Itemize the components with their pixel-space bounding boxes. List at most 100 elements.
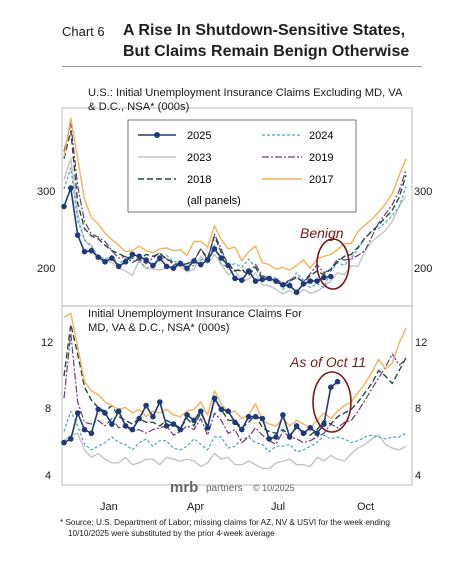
top-series-2025-point — [300, 281, 307, 287]
brand-logo: mrb — [170, 479, 198, 496]
brand-copyright: © 10/2025 — [253, 483, 295, 493]
footnote-line-1: * Source: U.S. Department of Labor; miss… — [60, 518, 390, 527]
top-series-2025-point — [266, 275, 273, 282]
chart-number: Chart 6 — [62, 24, 105, 39]
bottom-series-2025-point — [184, 412, 190, 418]
top-series-2025-point — [286, 282, 293, 289]
top-series-2025-point — [293, 289, 300, 296]
bottom-series-2023-line — [63, 432, 407, 470]
top-series-2025-point — [177, 260, 184, 267]
top-series-2025-point — [245, 268, 252, 274]
top-ytick-right-200: 200 — [414, 263, 432, 275]
bottom-series-2025-point — [198, 408, 204, 415]
top-series-2025-point — [74, 232, 81, 238]
bottom-series-2025-point — [245, 413, 252, 420]
top-series-2025-point — [163, 263, 170, 270]
bottom-series-2025-point — [266, 436, 273, 442]
top-series-2025-point — [88, 247, 95, 254]
top-series-2025-point — [259, 276, 266, 283]
top-series-2025-point — [191, 258, 197, 264]
bottom-ytick-right-8: 8 — [415, 403, 421, 415]
bottom-series-2025-point — [314, 430, 320, 437]
bottom-series-2025-point — [232, 419, 238, 426]
bottom-ytick-left-4: 4 — [45, 470, 51, 482]
bottom-series-2025-point — [129, 426, 136, 433]
top-series-2025-point — [61, 203, 67, 210]
top-series-2025-point — [150, 262, 156, 269]
annotation-as-of-ellipse — [312, 371, 352, 433]
annotation-benign-ellipse — [316, 238, 350, 290]
top-ytick-right-300: 300 — [414, 186, 432, 198]
top-ytick-left-300: 300 — [37, 186, 55, 198]
legend: 2025 2024 2023 2019 2018 2017 (all panel… — [127, 119, 357, 213]
bottom-series-2025-point — [239, 426, 245, 433]
bottom-series-2025-point — [293, 423, 300, 429]
bottom-series-2025-point — [122, 423, 129, 429]
xtick-oct: Oct — [357, 501, 374, 513]
bottom-panel-title-line-2: MD, VA & D.C., NSA* (000s) — [88, 322, 230, 334]
bottom-series-2025-point — [81, 426, 88, 433]
bottom-series-2025-point — [225, 408, 231, 415]
top-series-2025-point — [307, 278, 314, 284]
legend-marker-2025 — [154, 132, 160, 138]
bottom-series-2025-point — [191, 417, 197, 424]
bottom-series-2024-line — [63, 410, 407, 453]
bottom-series-2025-point — [300, 430, 307, 437]
top-series-2025-point — [198, 261, 204, 268]
top-series-2025-point — [280, 282, 286, 288]
xtick-jan: Jan — [100, 501, 118, 513]
footnote: * Source: U.S. Department of Labor; miss… — [60, 517, 450, 539]
top-series-2025-point — [204, 257, 211, 263]
bottom-series-2025-point — [163, 423, 170, 429]
bottom-series-2025-point — [115, 408, 122, 415]
annotation-benign: Benign — [300, 225, 344, 241]
xtick-apr: Apr — [187, 501, 204, 513]
top-series-2025-point — [232, 275, 238, 282]
xtick-jul: Jul — [271, 501, 285, 513]
top-series-2025-point — [321, 274, 327, 281]
top-series-2025-point — [129, 251, 136, 258]
bottom-series-2025-point — [61, 439, 67, 446]
bottom-series-2025-point — [177, 426, 184, 433]
bottom-series-2025-point — [259, 415, 266, 422]
top-series-2025-point — [157, 255, 163, 261]
top-series-2025-point — [122, 259, 129, 265]
bottom-ytick-left-12: 12 — [41, 337, 53, 349]
branding: mrb partners © 10/2025 — [170, 479, 295, 496]
bottom-series-2025-point — [286, 434, 293, 440]
chart-title-line-1: A Rise In Shutdown-Sensitive States, — [123, 22, 406, 39]
bottom-series-2025-point — [88, 430, 95, 437]
bottom-series-2025-point — [252, 413, 259, 420]
bottom-series-2025-point — [307, 425, 314, 431]
bottom-series-2025-point — [157, 399, 163, 405]
top-series-2025-point — [136, 253, 142, 260]
brand-partners: partners — [206, 483, 243, 494]
bottom-series-2025-point — [143, 402, 149, 409]
legend-label-2019: 2019 — [309, 152, 333, 164]
bottom-ytick-right-4: 4 — [415, 470, 421, 482]
top-series-2025-point — [184, 265, 190, 272]
legend-label-2017: 2017 — [309, 174, 333, 186]
top-panel-title-line-1: U.S.: Initial Unemployment Insurance Cla… — [88, 87, 403, 99]
top-series-2025-point — [81, 248, 88, 255]
bottom-series-2025-point — [74, 410, 81, 416]
bottom-series-2025-point — [170, 421, 177, 427]
bottom-ytick-right-12: 12 — [415, 337, 427, 349]
title-rule — [62, 66, 422, 67]
top-series-2025-point — [239, 277, 245, 284]
footnote-line-2: 10/10/2025 were substituted by the prior… — [68, 529, 275, 538]
chart-title-line-2: But Claims Remain Benign Otherwise — [123, 43, 410, 60]
legend-label-2018: 2018 — [187, 174, 211, 186]
top-series-2025-point — [68, 185, 74, 191]
bottom-series-2025-point — [321, 421, 327, 427]
bottom-series-2025-point — [273, 434, 279, 440]
top-series-2025-point — [225, 262, 231, 269]
top-series-2025-point — [115, 263, 122, 270]
top-panel-title-line-2: & D.C., NSA* (000s) — [88, 101, 190, 113]
legend-label-2024: 2024 — [309, 130, 333, 142]
bottom-series-2025-point — [211, 395, 218, 402]
bottom-panel-title-line-1: Initial Unemployment Insurance Claims Fo… — [88, 308, 302, 320]
top-series-2017-line — [63, 117, 407, 271]
top-series-2018-line — [63, 130, 407, 286]
